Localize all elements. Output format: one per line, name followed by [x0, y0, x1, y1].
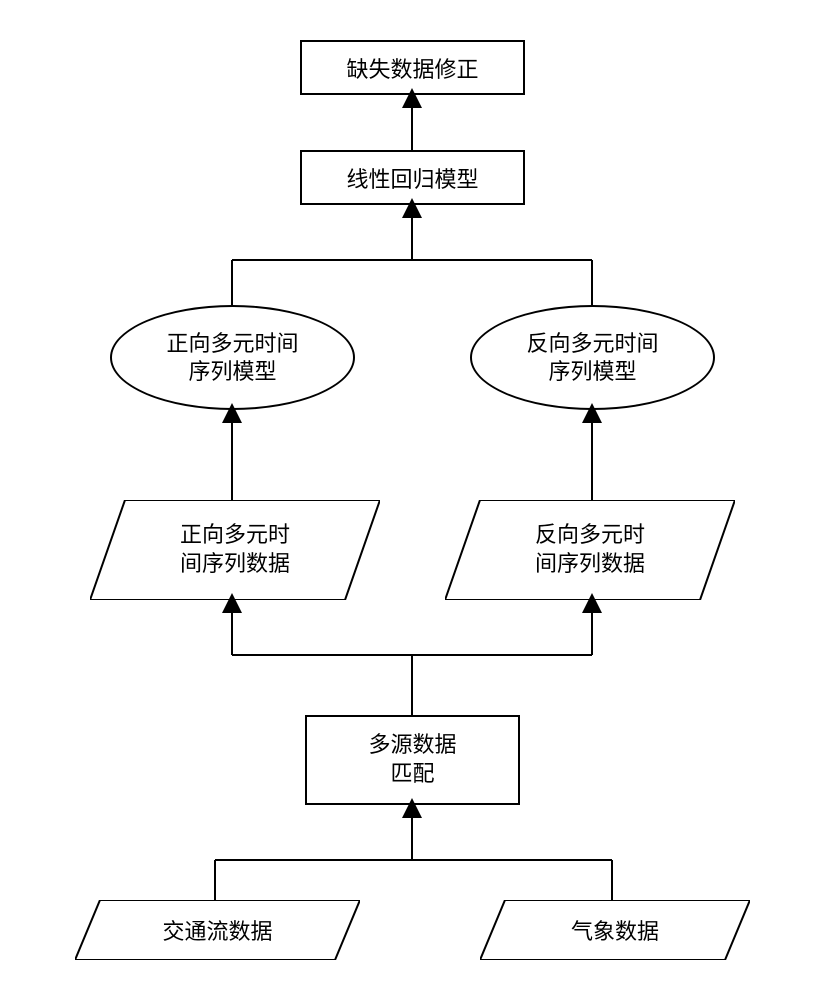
node-missing-correction: 缺失数据修正 — [300, 40, 525, 95]
node-linear-regression: 线性回归模型 — [300, 150, 525, 205]
node-backward-data: 反向多元时 间序列数据 — [445, 500, 735, 600]
node-label-line2: 序列模型 — [188, 359, 276, 384]
node-label-line1: 正向多元时间 — [166, 331, 298, 356]
node-weather-data: 气象数据 — [480, 900, 750, 960]
node-label-line1: 多源数据 — [368, 732, 456, 757]
node-label-line1: 反向多元时间 — [526, 331, 658, 356]
node-forward-data: 正向多元时 间序列数据 — [90, 500, 380, 600]
node-forward-model: 正向多元时间 序列模型 — [110, 305, 355, 410]
node-label-line1: 正向多元时 — [180, 522, 290, 547]
node-label-line2: 序列模型 — [548, 359, 636, 384]
node-label-line2: 间序列数据 — [180, 551, 290, 576]
node-label-line2: 匹配 — [390, 761, 434, 786]
node-backward-model: 反向多元时间 序列模型 — [470, 305, 715, 410]
node-label-line2: 间序列数据 — [535, 551, 645, 576]
node-label: 气象数据 — [571, 914, 659, 946]
node-label-line1: 反向多元时 — [535, 522, 645, 547]
node-traffic-data: 交通流数据 — [75, 900, 360, 960]
node-label: 缺失数据修正 — [346, 52, 478, 84]
node-multisource-match: 多源数据 匹配 — [305, 715, 520, 805]
node-label: 交通流数据 — [162, 914, 272, 946]
node-label: 线性回归模型 — [346, 162, 478, 194]
